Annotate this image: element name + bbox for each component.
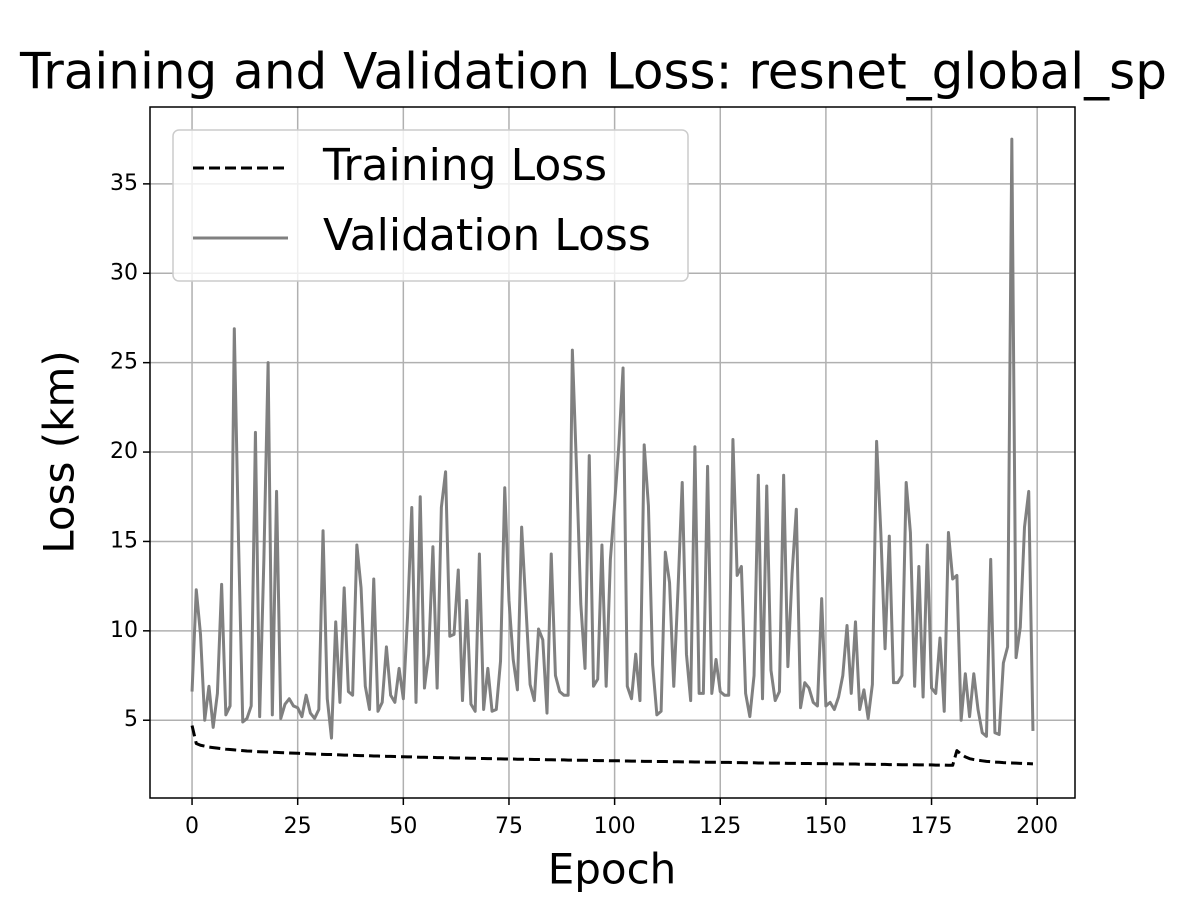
x-tick-label: 200 bbox=[1016, 814, 1058, 839]
x-tick-label: 175 bbox=[911, 814, 953, 839]
series-line bbox=[190, 137, 1035, 740]
y-tick-label: 30 bbox=[110, 260, 138, 285]
series-line bbox=[190, 725, 1034, 767]
x-tick-label: 100 bbox=[594, 814, 636, 839]
x-tick-label: 75 bbox=[495, 814, 523, 839]
y-tick-label: 35 bbox=[110, 171, 138, 196]
y-tick-label: 20 bbox=[110, 439, 138, 464]
y-axis-label: Loss (km) bbox=[35, 350, 84, 553]
plot-frame bbox=[149, 106, 1076, 799]
x-tick-label: 25 bbox=[284, 814, 312, 839]
chart-title: Training and Validation Loss: resnet_glo… bbox=[19, 43, 1167, 101]
y-tick-label: 10 bbox=[110, 618, 138, 643]
legend-box bbox=[172, 129, 689, 282]
y-tick-label: 15 bbox=[110, 528, 138, 553]
x-tick-label: 150 bbox=[805, 814, 847, 839]
y-tick-label: 5 bbox=[124, 707, 138, 732]
legend: Training Loss Validation Loss bbox=[172, 129, 689, 282]
x-tick-label: 125 bbox=[699, 814, 741, 839]
legend-label: Training Loss bbox=[322, 140, 607, 191]
legend-label: Validation Loss bbox=[323, 210, 651, 261]
x-axis-label: Epoch bbox=[548, 845, 677, 894]
y-tick-label: 25 bbox=[110, 350, 138, 375]
x-tick-label: 0 bbox=[185, 814, 199, 839]
x-tick-label: 50 bbox=[389, 814, 417, 839]
